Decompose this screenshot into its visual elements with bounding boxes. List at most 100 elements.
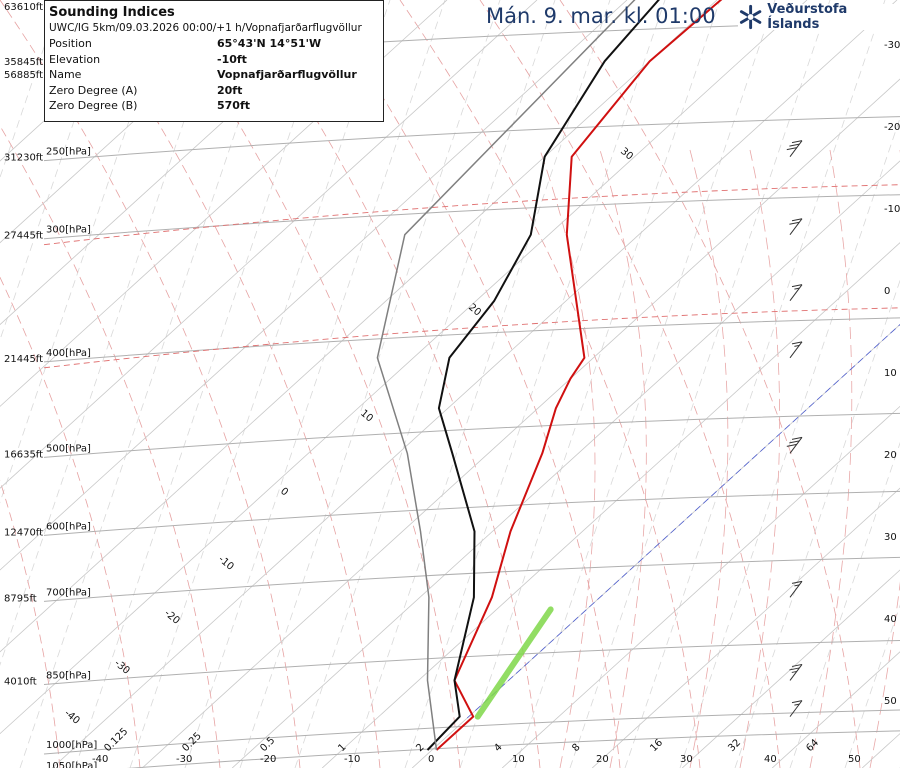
altitude-label: 16635ft — [4, 449, 43, 460]
altitude-label: 31230ft — [4, 153, 43, 164]
adiabat-label: 30 — [618, 146, 635, 163]
barb-staff — [789, 700, 803, 717]
wind-barb — [786, 436, 803, 454]
mixing-ratio-tick-label: 64 — [804, 737, 821, 754]
isobar-line — [126, 730, 900, 768]
isotherm-line — [0, 0, 628, 571]
barb-flag — [786, 147, 797, 151]
pressure-label: 850[hPa] — [46, 670, 91, 681]
zero-isotherm-line — [466, 324, 900, 719]
altitude-label: 56885ft — [4, 70, 43, 81]
barb-flag — [791, 663, 803, 667]
barb-flag — [789, 440, 800, 444]
isobar-line — [43, 412, 900, 458]
flight-level-line — [43, 184, 900, 246]
moist-adiabat-line — [599, 149, 647, 768]
temperature-tick-label: -40 — [92, 754, 108, 765]
altitude-label: 27445ft — [4, 231, 43, 242]
mixing-ratio-tick-label: 4 — [492, 742, 504, 754]
right-axis-tick-label: 10 — [884, 368, 897, 379]
isotherm-line — [0, 0, 178, 162]
barb-staff — [789, 284, 803, 301]
info-value: -10ft — [217, 52, 247, 66]
wind-barbs — [786, 140, 803, 717]
info-value: Vopnafjarðarflugvöllur — [217, 68, 357, 81]
temperature-tick-label: -20 — [260, 754, 276, 765]
snowflake-icon — [739, 4, 762, 30]
mixing-ratio-line — [404, 0, 666, 768]
mixing-ratio-line — [19, 0, 281, 768]
brand-logo: Veðurstofa Íslands — [738, 2, 900, 32]
mixing-ratio-line — [349, 0, 611, 768]
isotherm-line — [0, 0, 538, 489]
temperature-profile — [435, 0, 723, 751]
right-axis-tick-label: -10 — [884, 204, 900, 215]
barb-half-flag — [794, 287, 800, 290]
moist-adiabat-line — [809, 149, 853, 768]
info-row: Zero Degree (B) 570ft — [49, 98, 357, 114]
barb-flag — [789, 667, 800, 671]
pressure-label: 400[hPa] — [46, 348, 91, 359]
pressure-label: 1000[hPa] — [46, 740, 97, 751]
mixing-ratio-line — [294, 0, 556, 768]
adiabat-label: -40 — [62, 708, 82, 727]
mixing-ratio-tick-label: 2 — [414, 742, 426, 754]
info-subtitle: UWC/IG 5km/09.03.2026 00:00/+1 h/Vopnafj… — [49, 22, 362, 34]
isotherm-line — [51, 0, 898, 768]
barb-staff — [789, 437, 803, 454]
barb-half-flag — [791, 670, 797, 673]
info-row: Position 65°43'N 14°51'W — [49, 36, 357, 52]
pressure-label: 500[hPa] — [46, 443, 91, 454]
zero-degree-isotherm — [466, 324, 900, 719]
mixing-ratio-tick-label: 0.125 — [102, 726, 130, 754]
right-axis-tick-label: 40 — [884, 614, 897, 625]
barb-flag — [791, 284, 803, 288]
temperature-tick-label: -10 — [344, 754, 360, 765]
barb-flag — [789, 143, 800, 147]
barb-flag — [791, 218, 803, 222]
dry-adiabat-line — [399, 0, 701, 768]
dry-adiabat-line — [0, 276, 141, 768]
right-axis-tick-label: -20 — [884, 122, 900, 133]
valid-time: Mán. 9. mar. kl. 01:00 — [486, 4, 716, 28]
mixing-ratio-line — [129, 0, 391, 768]
mixing-ratio-tick-label: 1 — [336, 742, 348, 754]
isobar-line — [43, 194, 900, 240]
dry-adiabat-line — [479, 0, 781, 768]
barb-staff — [789, 664, 803, 681]
mixing-ratio-line — [789, 441, 900, 768]
barb-flag — [791, 341, 803, 345]
barb-flag — [786, 443, 797, 447]
mixing-ratio-line — [184, 0, 446, 768]
info-key: Position — [49, 37, 92, 50]
pressure-label: 700[hPa] — [46, 587, 91, 598]
mixing-ratio-line — [624, 0, 886, 768]
isotherm-line — [0, 0, 358, 326]
wind-barb — [789, 284, 803, 301]
mixing-ratio-line — [734, 279, 900, 768]
adiabat-label: -10 — [216, 554, 236, 573]
mixing-ratio-tick-label: 8 — [570, 742, 582, 754]
isotherm-line — [0, 0, 268, 244]
pressure-label: 300[hPa] — [46, 225, 91, 236]
flight-level-line — [43, 307, 900, 369]
barb-half-flag — [794, 344, 800, 347]
isotherm-line — [591, 487, 900, 768]
temperature-tick-label: 30 — [680, 754, 693, 765]
flight-level-lines — [43, 184, 900, 369]
temperature-tick-label: 0 — [428, 754, 434, 765]
parcel-profile — [376, 0, 636, 751]
dry-adiabat-line — [0, 479, 61, 768]
mixing-ratio-line — [0, 0, 171, 504]
sounding-info-box: Sounding Indices UWC/IG 5km/09.03.2026 0… — [44, 0, 384, 122]
sounding-series — [376, 0, 723, 751]
isotherm-line — [861, 733, 900, 768]
right-axis-tick-label: 30 — [884, 532, 897, 543]
wind-barb — [789, 700, 803, 717]
right-axis-tick-label: -30 — [884, 40, 900, 51]
adiabat-label: -30 — [112, 658, 132, 677]
mixing-ratio-line — [459, 0, 721, 768]
isobar-line — [43, 317, 900, 363]
wind-barb — [789, 218, 803, 235]
